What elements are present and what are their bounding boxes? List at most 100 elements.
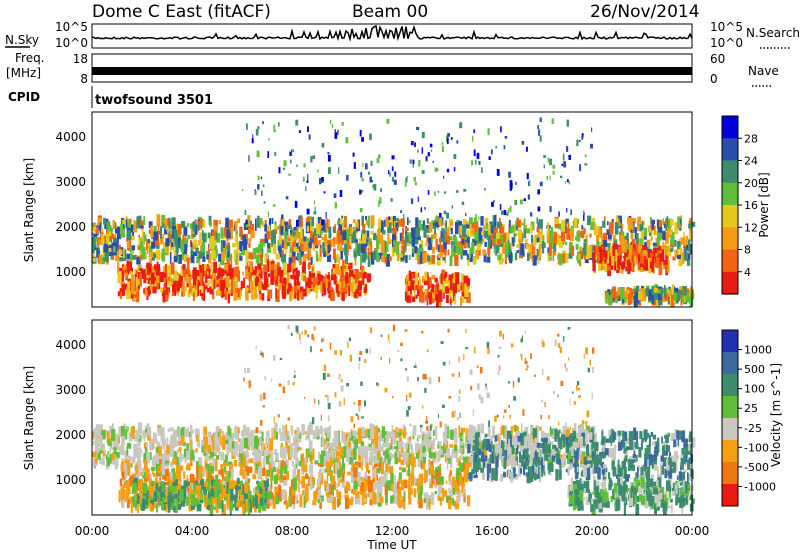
power-echo-2-56 (437, 282, 440, 293)
velocity-echo-1-698 (359, 494, 361, 505)
velocity-echo-1-640 (451, 476, 456, 486)
power-echo-0-1303 (122, 219, 126, 224)
power-echo-0-1218 (688, 223, 691, 229)
power-speckle-53 (369, 176, 372, 183)
power-echo-0-886 (283, 231, 288, 238)
power-echo-0-728 (483, 253, 487, 263)
power-echo-0-659 (602, 232, 607, 242)
power-speckle-217 (447, 138, 449, 145)
velocity-echo-0-409 (169, 442, 172, 446)
velocity-echo-2-168 (249, 502, 253, 513)
power-echo-0-1386 (682, 256, 685, 264)
power-echo-0-1362 (518, 228, 522, 240)
power-echo-0-1438 (211, 249, 216, 260)
power-echo-0-945 (193, 251, 198, 256)
velocity-echo-0-292 (243, 437, 249, 449)
power-echo-1-463 (124, 269, 127, 274)
velocity-echo-1-44 (428, 468, 431, 474)
velocity-echo-0-880 (204, 456, 209, 461)
power-ytick-1000: 1000 (55, 265, 86, 279)
velocity-echo-1-627 (186, 481, 189, 495)
velocity-echo-0-124 (416, 444, 421, 454)
power-echo-0-3 (689, 236, 693, 242)
velocity-echo-0-886 (319, 454, 324, 468)
velocity-echo-2-126 (176, 498, 180, 503)
velocity-echo-1-644 (145, 468, 150, 479)
power-echo-1-534 (189, 288, 191, 292)
velocity-echo-2-46 (178, 496, 182, 509)
power-echo-0-980 (114, 222, 117, 230)
velocity-echo-1-327 (373, 463, 379, 468)
power-echo-2-135 (411, 283, 414, 291)
power-echo-0-55 (302, 236, 307, 244)
power-echo-0-1113 (547, 253, 550, 262)
power-echo-1-218 (137, 265, 139, 272)
power-speckle-236 (443, 175, 445, 179)
velocity-echo-1-306 (244, 471, 248, 484)
velocity-echo-1-142 (356, 486, 358, 495)
power-echo-0-1409 (405, 235, 409, 243)
power-echo-1-495 (337, 291, 340, 296)
noise-right-tick-top: 10^5 (710, 20, 743, 34)
velocity-echo-0-882 (416, 452, 419, 459)
power-speckle-41 (290, 159, 292, 164)
power-speckle-106 (583, 215, 585, 221)
power-speckle-147 (566, 146, 569, 152)
power-echo-4-131 (628, 290, 632, 295)
velocity-echo-2-209 (156, 503, 158, 513)
power-speckle-174 (436, 168, 439, 171)
velocity-echo-1-507 (381, 461, 384, 475)
power-echo-4-178 (658, 289, 662, 294)
power-echo-1-295 (365, 283, 367, 291)
power-speckle-175 (412, 142, 415, 145)
power-echo-0-1437 (561, 219, 566, 232)
power-echo-1-73 (152, 266, 157, 274)
power-speckle-112 (334, 132, 338, 139)
power-echo-1-347 (245, 266, 249, 279)
velocity-echo-0-665 (414, 446, 418, 455)
power-echo-1-528 (291, 285, 293, 292)
power-echo-0-1064 (360, 243, 366, 254)
velocity-echo-0-781 (511, 456, 516, 468)
power-echo-0-1378 (657, 232, 662, 241)
power-speckle-55 (528, 181, 530, 187)
velocity-echo-0-709 (231, 433, 234, 444)
velocity-echo-1-493 (269, 470, 272, 482)
power-echo-4-121 (654, 288, 658, 296)
velocity-echo-1-234 (377, 485, 379, 494)
velocity-echo-1-474 (372, 482, 377, 491)
power-echo-1-425 (335, 264, 340, 275)
velocity-echo-1-745 (121, 488, 126, 498)
velocity-echo-0-813 (479, 445, 482, 451)
power-echo-0-673 (312, 238, 315, 250)
power-echo-2-143 (416, 289, 421, 297)
power-echo-0-968 (186, 223, 190, 227)
velocity-echo-2-99 (173, 505, 178, 513)
power-echo-0-758 (119, 249, 123, 255)
power-echo-1-403 (193, 276, 197, 285)
power-echo-1-233 (287, 266, 290, 280)
power-speckle-227 (256, 150, 260, 158)
velocity-echo-0-32 (274, 422, 278, 435)
power-echo-0-384 (129, 224, 133, 233)
power-speckle-75 (327, 151, 330, 155)
power-speckle-171 (341, 122, 344, 126)
velocity-echo-1-569 (446, 459, 449, 470)
power-echo-0-1083 (472, 256, 477, 264)
velocity-echo-2-194 (212, 498, 216, 504)
velocity-echo-1-236 (183, 471, 186, 479)
power-echo-0-736 (353, 230, 357, 240)
power-echo-0-480 (92, 232, 94, 236)
power-echo-1-462 (350, 285, 354, 292)
power-echo-0-863 (227, 245, 231, 256)
power-echo-0-475 (235, 234, 238, 245)
power-echo-1-393 (214, 276, 217, 289)
power-speckle-108 (257, 184, 260, 190)
velocity-echo-0-544 (217, 432, 220, 437)
velocity-echo-1-568 (408, 470, 411, 483)
power-speckle-177 (427, 152, 430, 157)
velocity-echo-0-22 (510, 426, 513, 439)
power-echo-1-532 (126, 263, 130, 272)
power-echo-0-556 (336, 230, 341, 238)
velocity-echo-1-659 (343, 469, 345, 474)
